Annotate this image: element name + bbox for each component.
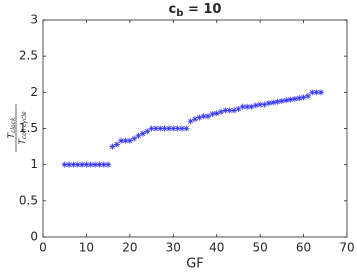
marker <box>139 130 146 137</box>
marker <box>213 110 220 117</box>
x-tick-label: 30 <box>166 241 181 255</box>
marker <box>148 125 155 132</box>
x-tick-label: 70 <box>339 241 354 255</box>
marker <box>144 128 151 135</box>
marker <box>183 125 190 132</box>
marker <box>205 113 212 120</box>
marker <box>126 137 133 144</box>
num-base: T <box>7 131 17 138</box>
marker <box>100 161 107 168</box>
marker <box>313 89 320 96</box>
y-tick-label: 2.5 <box>19 49 38 63</box>
marker <box>74 161 81 168</box>
marker <box>244 103 251 110</box>
marker <box>192 116 198 123</box>
marker <box>135 132 142 139</box>
y-axis-label: Tclock Tcoll cycle <box>7 104 28 152</box>
marker <box>87 161 94 168</box>
marker <box>118 137 125 144</box>
marker <box>96 161 103 168</box>
marker <box>209 111 216 118</box>
marker <box>291 95 298 102</box>
x-tick-label: 40 <box>209 241 224 255</box>
x-tick-label: 0 <box>39 241 47 255</box>
marker <box>66 161 73 168</box>
marker <box>105 161 112 168</box>
marker <box>83 161 90 168</box>
marker <box>248 103 255 110</box>
y-label-numerator: Tclock <box>7 117 17 138</box>
marker <box>252 102 259 109</box>
x-tick-label: 10 <box>79 241 94 255</box>
marker <box>122 137 129 144</box>
marker <box>174 125 181 132</box>
marker <box>178 125 185 132</box>
marker <box>296 95 303 102</box>
marker <box>274 98 281 105</box>
marker <box>265 100 272 107</box>
title-rest: = 10 <box>183 2 221 17</box>
marker <box>222 107 229 114</box>
title-base: c <box>169 2 177 17</box>
den-sub: coll cycle <box>21 111 28 139</box>
marker <box>270 99 277 106</box>
marker <box>283 97 290 104</box>
marker <box>231 107 238 114</box>
marker <box>187 118 194 125</box>
marker <box>200 113 207 120</box>
axes-box <box>42 19 348 238</box>
marker <box>61 161 68 168</box>
title-sub: b <box>176 8 183 19</box>
marker <box>287 96 294 103</box>
marker <box>257 101 264 108</box>
marker <box>109 143 116 150</box>
x-tick-label: 20 <box>122 241 137 255</box>
y-tick-label: 1 <box>30 157 38 171</box>
y-tick-label: 0.5 <box>19 193 38 207</box>
marker <box>131 135 138 142</box>
marker <box>196 114 203 121</box>
marker <box>157 125 164 132</box>
marker <box>239 103 246 110</box>
marker <box>113 141 120 148</box>
marker <box>152 125 159 132</box>
y-tick-label: 1.5 <box>19 121 38 135</box>
y-tick-label: 3 <box>30 13 38 27</box>
num-sub: clock <box>10 117 17 133</box>
marker <box>218 108 225 115</box>
marker <box>300 94 307 101</box>
marker <box>261 101 268 108</box>
x-tick-label: 60 <box>296 241 311 255</box>
marker <box>235 105 242 112</box>
y-label-denominator: Tcoll cycle <box>18 111 28 145</box>
den-base: T <box>18 138 28 145</box>
marker <box>92 161 99 168</box>
chart-title: cb = 10 <box>169 2 222 20</box>
marker <box>70 161 77 168</box>
marker <box>317 89 324 96</box>
x-tick-label: 50 <box>253 241 268 255</box>
marker <box>170 125 177 132</box>
marker <box>161 125 168 132</box>
marker <box>165 125 172 132</box>
x-axis-label: GF <box>186 257 204 272</box>
y-tick-label: 0 <box>30 230 38 244</box>
marker <box>309 89 316 96</box>
y-tick-label: 2 <box>30 85 38 99</box>
marker <box>226 107 233 114</box>
marker <box>79 161 86 168</box>
marker <box>304 92 311 99</box>
marker <box>278 98 285 105</box>
